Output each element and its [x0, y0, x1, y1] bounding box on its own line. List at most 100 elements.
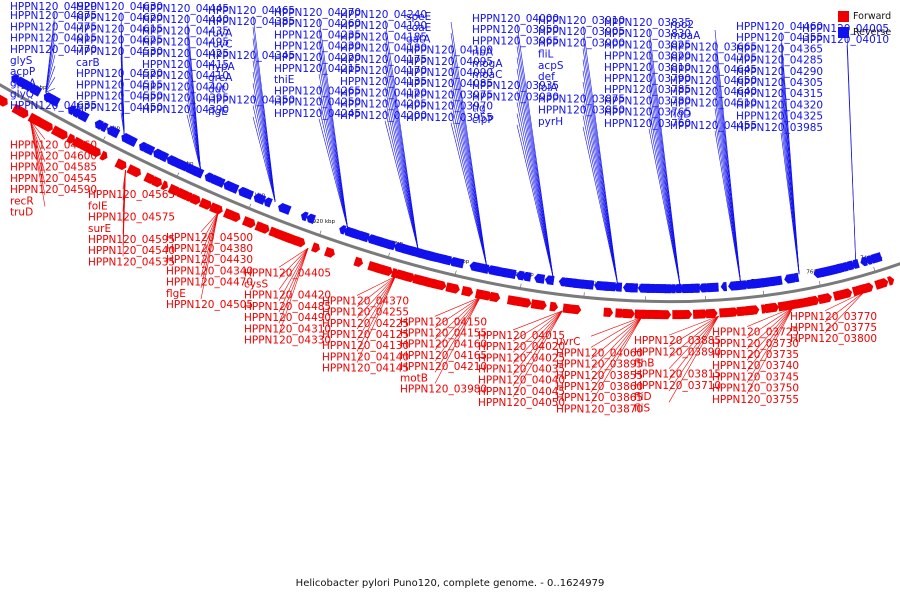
reverse-gene-arrow [49, 95, 61, 107]
reverse-gene-label: HPPN120_04175 [340, 54, 427, 66]
reverse-gene-label: HPPN120_03850 [538, 105, 625, 117]
reverse-gene-label: rpo2 [670, 19, 694, 31]
legend-forward: Forward [838, 8, 891, 24]
forward-gene-arrow [114, 158, 127, 171]
reverse-gene-label: HPPN120_03785 [604, 84, 691, 96]
forward-gene-label-line [512, 310, 563, 387]
reverse-gene-label: HPPN120_04135 [340, 76, 427, 88]
forward-gene-label-line [29, 120, 46, 196]
reverse-gene-label: HPPN120_04435 [142, 25, 229, 37]
reverse-gene-arrow [516, 270, 525, 281]
reverse-gene-label: HPPN120_04265 [274, 85, 361, 97]
reverse-gene-label-line [648, 117, 681, 286]
forward-gene-label-line [590, 316, 642, 371]
reverse-gene-arrow [673, 284, 682, 294]
reverse-gene-label: HPPN120_04095 [406, 56, 493, 68]
reverse-gene-label: HPPN120_04920 [10, 1, 97, 13]
forward-gene-label-line [278, 248, 309, 313]
reverse-gene-label: tig [472, 103, 486, 115]
forward-gene-label-line [590, 316, 642, 348]
forward-gene-label: surE [88, 223, 111, 235]
reverse-gene-label: HPPN120_04875 [10, 10, 97, 22]
reverse-gene-label-line [186, 103, 201, 171]
reverse-gene-label: thiE [274, 74, 294, 86]
reverse-gene-label: HPPN120_03835 [604, 17, 691, 29]
reverse-gene-arrow [68, 105, 77, 116]
forward-gene-label-line [29, 120, 46, 162]
forward-gene-label-line [746, 307, 794, 394]
forward-gene-label: HPPN120_03870 [556, 403, 643, 415]
reverse-gene-label-line [516, 91, 554, 278]
forward-gene-label-line [746, 307, 793, 327]
reverse-gene-arrow [661, 284, 672, 294]
reverse-gene-label-line [648, 106, 681, 286]
forward-gene-label-line [356, 276, 396, 352]
forward-gene-label-line [29, 120, 46, 207]
reverse-gene-label: def [538, 71, 555, 83]
reverse-gene-arrow [72, 107, 82, 118]
reverse-gene-label: HPPN120_04120 [340, 87, 427, 99]
forward-gene-arrow [862, 282, 874, 294]
reverse-gene-label: HPPN120_04455 [670, 120, 757, 132]
forward-gene-label-line [668, 315, 719, 381]
forward-gene-label-line [356, 276, 396, 307]
reverse-gene-label-line [384, 75, 419, 250]
forward-gene-label: HPPN120_04060 [556, 347, 643, 359]
forward-gene-label-line [668, 315, 719, 403]
reverse-gene-label: HPPN120_04415 [142, 59, 229, 71]
forward-gene-label-line [434, 297, 481, 339]
reverse-gene-label: HPPN120_03810 [604, 62, 691, 74]
forward-gene-label: HPPN120_04015 [478, 330, 565, 342]
reverse-gene-arrow [142, 143, 156, 156]
reverse-gene-arrow [204, 172, 214, 183]
forward-gene-label: motB [400, 372, 428, 384]
reverse-gene-label: HPPN120_04620 [76, 12, 163, 24]
forward-gene-arrow [41, 120, 53, 132]
reverse-gene-label-line [450, 100, 487, 267]
reverse-gene-label: HPPN120_04510 [670, 97, 757, 109]
reverse-gene-arrow [441, 255, 453, 266]
forward-gene-arrow [837, 288, 853, 300]
reverse-gene-label-line [252, 83, 276, 202]
reverse-gene-label: HPPN120_04440 [142, 14, 229, 26]
reverse-gene-arrow [362, 232, 370, 243]
forward-gene-label-line [668, 315, 719, 369]
reverse-gene-label-line [45, 54, 56, 93]
forward-gene-label-line [434, 297, 481, 351]
forward-gene-arrow [258, 222, 270, 234]
forward-gene-label-line [200, 212, 219, 255]
reverse-gene-arrow [791, 272, 800, 283]
reverse-gene-label: HPPN120_04355 [736, 32, 823, 44]
reverse-gene-label: HPPN120_03825 [604, 39, 691, 51]
reverse-gene-arrow [784, 273, 796, 284]
reverse-gene-label-line [45, 77, 56, 93]
reverse-gene-arrow [124, 134, 138, 148]
forward-gene-label: HPPN120_04150 [400, 316, 487, 328]
reverse-gene-label-line [384, 53, 419, 250]
reverse-gene-label-line [516, 124, 554, 278]
forward-gene-label: HPPN120_03890 [634, 346, 721, 358]
forward-gene-arrow [680, 309, 693, 320]
reverse-gene-label: HPPN120_04400 [142, 81, 229, 93]
reverse-gene-label-line [45, 88, 56, 93]
forward-gene-label-line [200, 212, 219, 300]
forward-gene-label: HPPN120_04140 [322, 351, 409, 363]
forward-gene-label: flgE [166, 288, 186, 300]
forward-gene-label: HPPN120_04330 [244, 334, 331, 346]
reverse-gene-label-line [186, 114, 201, 171]
forward-gene-label: cysS [244, 278, 268, 290]
forward-gene-label: HPPN120_03865 [556, 392, 643, 404]
forward-gene-label-line [434, 297, 481, 362]
forward-gene-label-line [356, 276, 396, 296]
reverse-gene-label: HPPN120_04010 [802, 34, 889, 46]
forward-gene-arrow [660, 310, 672, 320]
reverse-gene-label-line [384, 87, 419, 250]
reverse-gene-label: HPPN120_04100 [406, 45, 493, 57]
reverse-gene-arrow [306, 213, 316, 224]
reverse-gene-label-line [450, 44, 487, 267]
reverse-gene-label-line [318, 118, 348, 229]
reverse-gene-label: HPPN120_04635 [10, 100, 97, 112]
reverse-gene-arrow [388, 240, 397, 251]
reverse-gene-arrow [339, 225, 347, 235]
forward-gene-label-line [746, 307, 794, 383]
